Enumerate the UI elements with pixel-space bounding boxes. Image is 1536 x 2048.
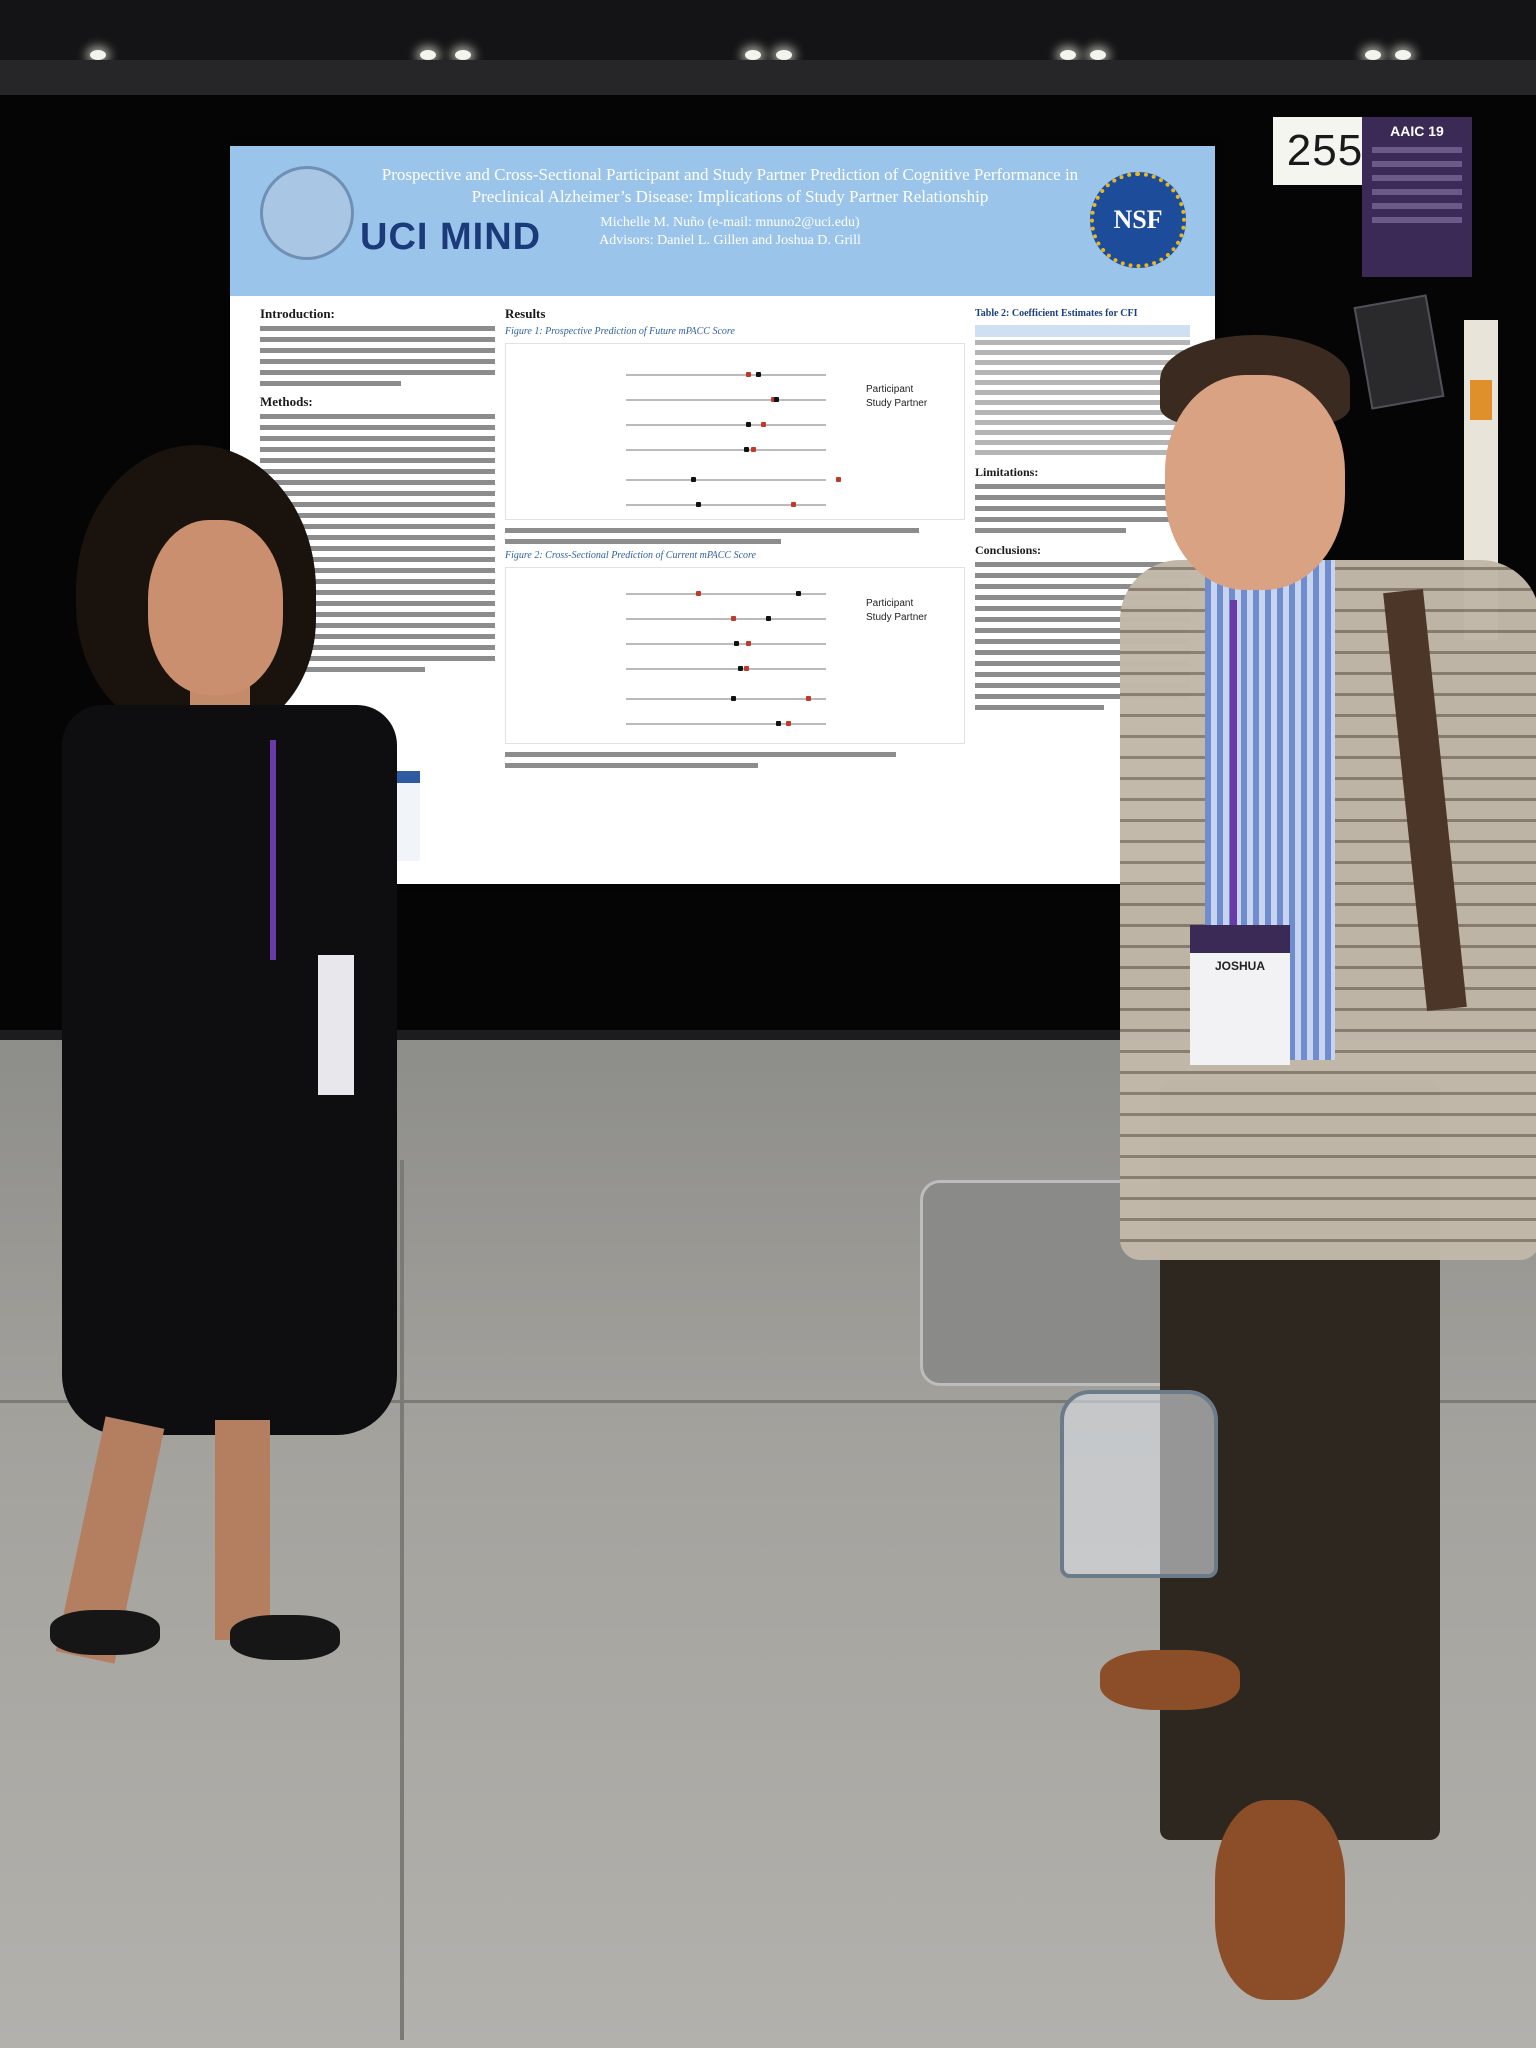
- poster-results-column: Results Figure 1: Prospective Prediction…: [505, 306, 965, 774]
- woman-shoe: [230, 1615, 340, 1660]
- ceiling-light: [1395, 50, 1411, 60]
- man-face: [1165, 375, 1345, 590]
- limitations-heading: Limitations:: [975, 465, 1039, 479]
- ceiling-light: [745, 50, 761, 60]
- poster-left-column: Introduction: Methods:: [260, 306, 495, 678]
- ceiling-light: [776, 50, 792, 60]
- ceiling-light: [90, 50, 106, 60]
- man-lanyard: [1230, 600, 1237, 930]
- results-heading: Results: [505, 306, 546, 321]
- ceiling-light: [1090, 50, 1106, 60]
- floor-seam: [400, 1160, 404, 2040]
- booth-number-card: 255: [1273, 117, 1377, 185]
- floor-seam: [0, 1400, 1536, 1403]
- woman-face: [148, 520, 283, 695]
- poster-title: Prospective and Cross-Sectional Particip…: [381, 165, 1079, 206]
- tote-bag: [1060, 1390, 1218, 1578]
- woman-leg: [215, 1420, 270, 1640]
- ceiling-truss: [0, 60, 1536, 98]
- methods-heading: Methods:: [260, 394, 313, 409]
- legend-study-partner: Study Partner: [866, 612, 928, 623]
- poster-right-column: Table 2: Coefficient Estimates for CFI L…: [975, 306, 1190, 716]
- ceiling-light: [455, 50, 471, 60]
- uci-mind-logo: UCI MIND: [360, 216, 542, 258]
- ceiling: [0, 0, 1536, 70]
- ceiling-light: [1365, 50, 1381, 60]
- woman-shoe: [50, 1610, 160, 1655]
- schedule-title: AAIC 19: [1390, 123, 1444, 139]
- introduction-heading: Introduction:: [260, 306, 335, 321]
- badge-name: JOSHUA: [1214, 959, 1265, 973]
- figure2-dot-plot: Participant Study Partner: [505, 567, 965, 744]
- legend-participant: Participant: [866, 598, 914, 609]
- woman-badge: [318, 955, 354, 1095]
- legend-study-partner: Study Partner: [866, 398, 928, 409]
- nsf-logo: NSF: [1090, 172, 1186, 268]
- advisors-line: Advisors: Daniel L. Gillen and Joshua D.…: [599, 233, 861, 248]
- poster-header: UCI MIND Prospective and Cross-Sectional…: [230, 146, 1215, 296]
- conclusions-heading: Conclusions:: [975, 543, 1042, 557]
- university-seal-icon: [260, 166, 354, 260]
- legend-participant: Participant: [866, 384, 914, 395]
- woman-lanyard: [270, 740, 276, 960]
- session-schedule-sign: AAIC 19: [1362, 117, 1472, 277]
- man-shoe: [1215, 1800, 1345, 2000]
- figure2-caption: Figure 2: Cross-Sectional Prediction of …: [505, 550, 756, 561]
- figure1-caption: Figure 1: Prospective Prediction of Futu…: [505, 326, 735, 337]
- poster-body: Introduction: Methods: Results Figure 1:…: [260, 306, 1190, 866]
- figure1-dot-plot: Participant Study Partner: [505, 343, 965, 520]
- poster-author: Michelle M. Nuño (e-mail: mnuno2@uci.edu…: [480, 214, 980, 250]
- ceiling-light: [1060, 50, 1076, 60]
- man-badge: JOSHUA: [1190, 925, 1290, 1065]
- ceiling-light: [420, 50, 436, 60]
- table2-caption: Table 2: Coefficient Estimates for CFI: [975, 308, 1138, 319]
- author-line: Michelle M. Nuño (e-mail: mnuno2@uci.edu…: [600, 215, 860, 230]
- man-shoe: [1100, 1650, 1240, 1710]
